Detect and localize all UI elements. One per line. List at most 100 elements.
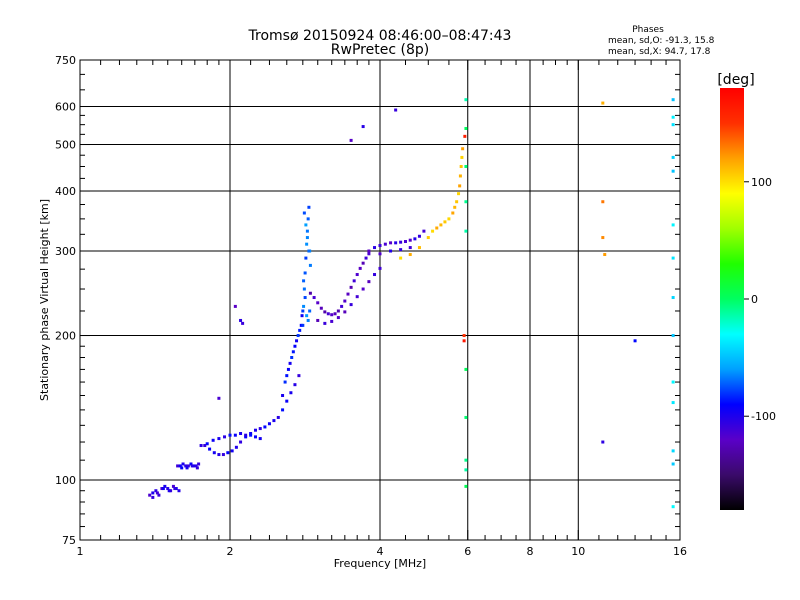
data-point: [148, 493, 152, 497]
data-point: [272, 419, 276, 423]
data-point: [316, 301, 320, 305]
data-point: [283, 380, 287, 384]
plot-area: 1 2 4 6 8 10 16 75 100 200 300 400 500 600 750: [55, 54, 687, 558]
data-point: [378, 244, 382, 248]
data-point: [239, 440, 243, 444]
data-point: [194, 464, 198, 468]
data-point: [249, 432, 253, 436]
data-point: [249, 433, 253, 437]
data-point: [403, 240, 407, 244]
data-point: [464, 468, 468, 472]
data-point: [352, 279, 356, 283]
data-point: [601, 101, 605, 105]
y-tick-label: 75: [62, 534, 76, 547]
data-point: [302, 211, 306, 215]
data-point: [288, 361, 292, 365]
data-point: [233, 433, 237, 437]
data-point: [304, 223, 308, 227]
data-point: [458, 184, 462, 188]
data-point: [258, 427, 262, 431]
data-point: [457, 192, 461, 196]
data-point: [389, 241, 393, 245]
data-point: [239, 318, 243, 322]
data-point: [383, 242, 387, 246]
data-point: [367, 249, 371, 253]
data-point: [460, 155, 464, 159]
phase-stats-title: Phases: [632, 25, 664, 35]
data-point: [178, 464, 182, 468]
series-scatter-5.9MHz-column: [464, 98, 468, 488]
data-point: [451, 211, 455, 215]
x-tick-label: 10: [571, 545, 585, 558]
data-point: [355, 295, 359, 299]
y-tick-label: 100: [55, 474, 76, 487]
y-tick-label: 300: [55, 245, 76, 258]
x-tick-label: 4: [377, 545, 384, 558]
data-point: [323, 321, 327, 325]
data-point: [671, 449, 675, 453]
x-tick-label: 6: [464, 545, 471, 558]
series-scatter-11MHz-blue: [601, 339, 637, 444]
y-axis-label: Stationary phase Virtual Height [km]: [38, 199, 51, 401]
data-point: [305, 314, 309, 318]
data-point: [464, 484, 468, 488]
data-point: [671, 334, 675, 338]
data-point: [154, 489, 158, 493]
x-tick-label: 8: [527, 545, 534, 558]
data-point: [671, 505, 675, 509]
data-point: [299, 323, 303, 327]
data-point: [443, 220, 447, 224]
data-point: [367, 252, 371, 256]
data-point: [177, 489, 181, 493]
data-point: [302, 304, 306, 308]
data-point: [228, 433, 232, 437]
data-point: [223, 435, 227, 439]
data-point: [290, 355, 294, 359]
data-point: [276, 415, 280, 419]
data-point: [190, 464, 194, 468]
data-point: [633, 339, 637, 343]
data-point: [330, 319, 334, 323]
data-point: [303, 271, 307, 275]
data-point: [307, 205, 311, 209]
data-point: [289, 391, 293, 395]
data-point: [166, 487, 170, 491]
data-point: [258, 437, 262, 441]
x-tick-label: 2: [227, 545, 234, 558]
data-point: [253, 435, 257, 439]
series-trace-4.4-5.8MHz-yellow: [399, 147, 465, 260]
data-point: [157, 493, 161, 497]
data-point: [453, 205, 457, 209]
data-point: [464, 164, 468, 168]
data-point: [173, 487, 177, 491]
series-trace-1.75-2.3MHz-upper: [199, 432, 262, 448]
data-point: [417, 234, 421, 238]
data-point: [447, 217, 451, 221]
data-point: [167, 489, 171, 493]
data-point: [304, 256, 308, 260]
phase-stats-x: mean, sd,X: 94.7, 17.8: [608, 47, 711, 57]
data-point: [464, 98, 468, 102]
data-point: [394, 241, 398, 245]
x-tick-labels: 1 2 4 6 8 10 16: [77, 545, 688, 558]
data-point: [464, 458, 468, 462]
data-point: [217, 437, 221, 441]
data-point: [185, 466, 189, 470]
data-point: [408, 246, 412, 250]
y-tick-label: 500: [55, 139, 76, 152]
data-point: [462, 334, 466, 338]
data-point: [333, 312, 337, 316]
data-point: [671, 296, 675, 300]
data-point: [343, 299, 347, 303]
series-trace-1.8-2.5MHz-lower: [203, 374, 301, 457]
data-point: [267, 422, 271, 426]
data-point: [340, 304, 344, 308]
data-point: [226, 451, 230, 455]
y-tick-label: 600: [55, 101, 76, 114]
data-point: [212, 451, 216, 455]
data-point: [211, 438, 215, 442]
data-point: [184, 464, 188, 468]
data-point: [671, 380, 675, 384]
data-point: [439, 223, 443, 227]
data-point: [349, 138, 353, 142]
